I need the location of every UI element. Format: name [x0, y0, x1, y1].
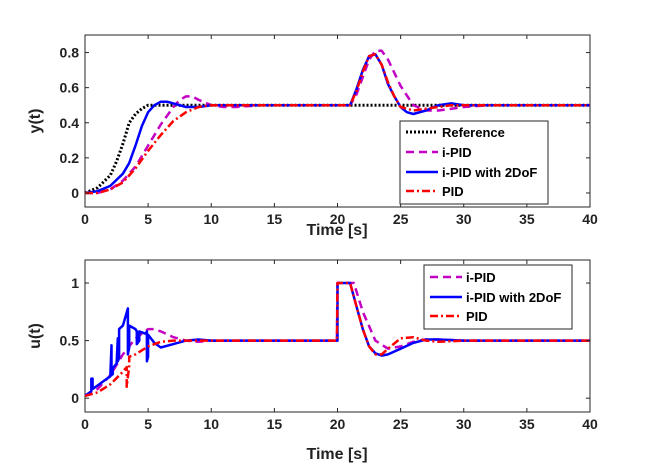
top-xtick-label: 15 — [267, 211, 283, 227]
top-xtick-label: 5 — [144, 211, 152, 227]
bottom-ytick-label: 0 — [71, 390, 79, 406]
top-ytick-label: 0 — [71, 185, 79, 201]
top-legend: Reference i-PID i-PID with 2DoF PID — [399, 120, 549, 205]
bottom-ticks: 0 5 10 15 20 25 30 35 40 0 0.5 1 — [60, 260, 598, 432]
top-xtick-label: 30 — [456, 211, 472, 227]
legend-label-ipid-2dof: i-PID with 2DoF — [442, 165, 537, 180]
top-xtick-label: 0 — [81, 211, 89, 227]
top-xtick-label: 25 — [393, 211, 409, 227]
bottom-xtick-label: 20 — [330, 416, 346, 432]
top-series-reference — [84, 103, 590, 195]
legend2-label-pid: PID — [466, 309, 488, 324]
bottom-xtick-label: 25 — [393, 416, 409, 432]
top-xtick-label: 20 — [330, 211, 346, 227]
top-xtick-label: 35 — [519, 211, 535, 227]
bottom-ytick-label: 0.5 — [60, 333, 80, 349]
bottom-legend: i-PID i-PID with 2DoF PID — [423, 264, 573, 330]
top-ytick-label: 0.8 — [60, 45, 80, 61]
top-series-pid — [85, 53, 590, 195]
legend2-label-ipid: i-PID — [466, 270, 496, 285]
bottom-xtick-label: 10 — [203, 416, 219, 432]
top-ticks: 0 5 10 15 20 25 30 35 40 0 0.2 0.4 0.6 0.8 — [60, 35, 598, 227]
top-lines — [84, 49, 590, 195]
legend-label-ipid: i-PID — [442, 145, 472, 160]
bottom-axes: 0 5 10 15 20 25 30 35 40 0 0.5 1 Time [s] u(t) i-PI… — [27, 259, 598, 463]
top-ylabel: y(t) — [27, 109, 44, 134]
top-ytick-label: 0.6 — [60, 80, 80, 96]
bottom-xtick-label: 35 — [519, 416, 535, 432]
bottom-xtick-label: 5 — [144, 416, 152, 432]
top-xtick-label: 10 — [203, 211, 219, 227]
bottom-lines — [84, 281, 590, 398]
top-ytick-label: 0.2 — [60, 150, 80, 166]
bottom-xtick-label: 0 — [81, 416, 89, 432]
bottom-xtick-label: 40 — [582, 416, 598, 432]
bottom-ylabel: u(t) — [27, 323, 44, 349]
bottom-xtick-label: 15 — [267, 416, 283, 432]
bottom-xlabel: Time [s] — [306, 446, 367, 463]
legend-label-reference: Reference — [442, 125, 505, 140]
bottom-ytick-label: 1 — [71, 275, 79, 291]
bottom-xtick-label: 30 — [456, 416, 472, 432]
top-xtick-label: 40 — [582, 211, 598, 227]
bottom-series-pid — [84, 281, 590, 398]
top-xlabel: Time [s] — [306, 222, 367, 239]
top-axes: 0 5 10 15 20 25 30 35 40 0 0.2 0.4 0.6 0.8 Time [s] y… — [27, 34, 598, 239]
legend2-label-ipid-2dof: i-PID with 2DoF — [466, 290, 561, 305]
top-ytick-label: 0.4 — [60, 115, 80, 131]
legend-label-pid: PID — [442, 184, 464, 199]
